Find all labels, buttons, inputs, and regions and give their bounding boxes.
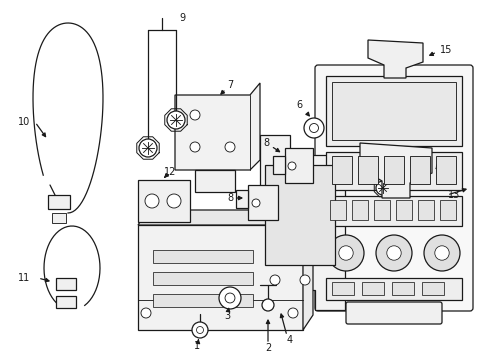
Circle shape [139, 139, 157, 157]
Bar [56, 278, 76, 290]
Circle shape [251, 199, 260, 207]
Text: 5: 5 [391, 158, 397, 168]
Circle shape [386, 246, 400, 260]
Bar [383, 156, 403, 184]
Text: 1: 1 [194, 341, 200, 351]
Bar [409, 156, 429, 184]
Circle shape [224, 293, 234, 303]
Circle shape [192, 322, 207, 338]
Bar [325, 76, 461, 146]
Bar [247, 185, 278, 220]
Bar [52, 213, 66, 223]
Bar [48, 195, 70, 209]
Polygon shape [359, 143, 431, 198]
Text: 8: 8 [264, 138, 269, 148]
Bar [138, 180, 190, 222]
Bar [153, 294, 252, 307]
Circle shape [287, 308, 297, 318]
Bar [153, 250, 252, 263]
Circle shape [327, 235, 363, 271]
Circle shape [375, 181, 389, 195]
Circle shape [196, 327, 203, 333]
Text: 9: 9 [179, 13, 184, 23]
Circle shape [219, 287, 241, 309]
Circle shape [434, 246, 448, 260]
Text: 13: 13 [447, 190, 459, 200]
Circle shape [269, 275, 280, 285]
Bar [56, 296, 76, 308]
Text: 11: 11 [18, 273, 30, 283]
Circle shape [262, 299, 273, 311]
Circle shape [190, 142, 200, 152]
Bar [325, 196, 461, 226]
Bar [325, 152, 461, 190]
Circle shape [309, 123, 318, 132]
Circle shape [304, 118, 324, 138]
Bar [264, 165, 334, 265]
Bar [195, 170, 235, 192]
Bar [329, 200, 346, 220]
Circle shape [167, 111, 184, 129]
Circle shape [141, 308, 151, 318]
Polygon shape [138, 210, 312, 225]
Bar [236, 190, 247, 208]
Bar [373, 200, 389, 220]
Circle shape [224, 142, 235, 152]
Bar [361, 282, 383, 295]
Text: 6: 6 [295, 100, 302, 110]
Circle shape [190, 110, 200, 120]
Bar [357, 156, 377, 184]
Bar [395, 200, 411, 220]
FancyBboxPatch shape [314, 65, 472, 311]
Bar [331, 82, 455, 140]
Bar [285, 148, 312, 183]
Polygon shape [367, 40, 422, 78]
Polygon shape [303, 210, 312, 330]
Circle shape [299, 275, 309, 285]
Circle shape [375, 235, 411, 271]
Bar [421, 282, 443, 295]
Bar [272, 156, 285, 174]
Bar [325, 278, 461, 300]
Polygon shape [260, 135, 345, 310]
Text: 12: 12 [163, 167, 176, 177]
Text: 8: 8 [226, 193, 232, 203]
Bar [351, 200, 367, 220]
Bar [435, 156, 455, 184]
Text: 2: 2 [264, 343, 270, 353]
Circle shape [423, 235, 459, 271]
Text: 3: 3 [224, 311, 229, 321]
Text: 14: 14 [439, 158, 451, 168]
Polygon shape [175, 83, 260, 170]
Text: 7: 7 [226, 80, 233, 90]
Bar [417, 200, 433, 220]
Bar [153, 272, 252, 285]
Text: 15: 15 [439, 45, 451, 55]
Bar [391, 282, 413, 295]
Circle shape [167, 194, 181, 208]
Circle shape [338, 246, 352, 260]
Text: 10: 10 [18, 117, 30, 127]
Circle shape [145, 194, 159, 208]
Bar [331, 156, 351, 184]
Bar [439, 200, 455, 220]
Text: 4: 4 [286, 335, 292, 345]
Circle shape [287, 162, 295, 170]
Bar [138, 225, 303, 330]
Bar [331, 282, 353, 295]
FancyBboxPatch shape [346, 302, 441, 324]
